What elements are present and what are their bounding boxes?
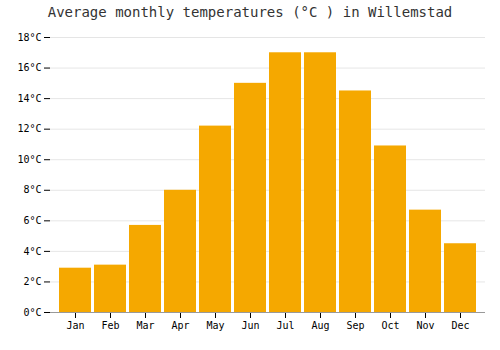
svg-text:Jul: Jul	[276, 320, 294, 331]
svg-text:Jun: Jun	[241, 320, 259, 331]
svg-text:Nov: Nov	[416, 320, 434, 331]
svg-text:8°C: 8°C	[23, 184, 41, 195]
svg-text:2°C: 2°C	[23, 276, 41, 287]
svg-text:12°C: 12°C	[17, 123, 41, 134]
svg-text:Jan: Jan	[66, 320, 84, 331]
svg-text:Sep: Sep	[346, 320, 364, 331]
svg-text:Dec: Dec	[451, 320, 469, 331]
svg-text:16°C: 16°C	[17, 62, 41, 73]
svg-text:4°C: 4°C	[23, 246, 41, 257]
svg-text:18°C: 18°C	[17, 32, 41, 43]
svg-text:May: May	[206, 320, 224, 331]
svg-text:0°C: 0°C	[23, 307, 41, 318]
svg-text:Mar: Mar	[136, 320, 154, 331]
html-text:Average monthly temperatures (: Average monthly temperatures (°C ) in Wi…	[47, 4, 453, 20]
svg-text:14°C: 14°C	[17, 93, 41, 104]
svg-text:Aug: Aug	[311, 320, 329, 331]
svg-text:6°C: 6°C	[23, 215, 41, 226]
svg-text:Oct: Oct	[381, 320, 399, 331]
svg-text:Apr: Apr	[171, 320, 189, 331]
svg-text:Feb: Feb	[101, 320, 119, 331]
svg-text:10°C: 10°C	[17, 154, 41, 165]
